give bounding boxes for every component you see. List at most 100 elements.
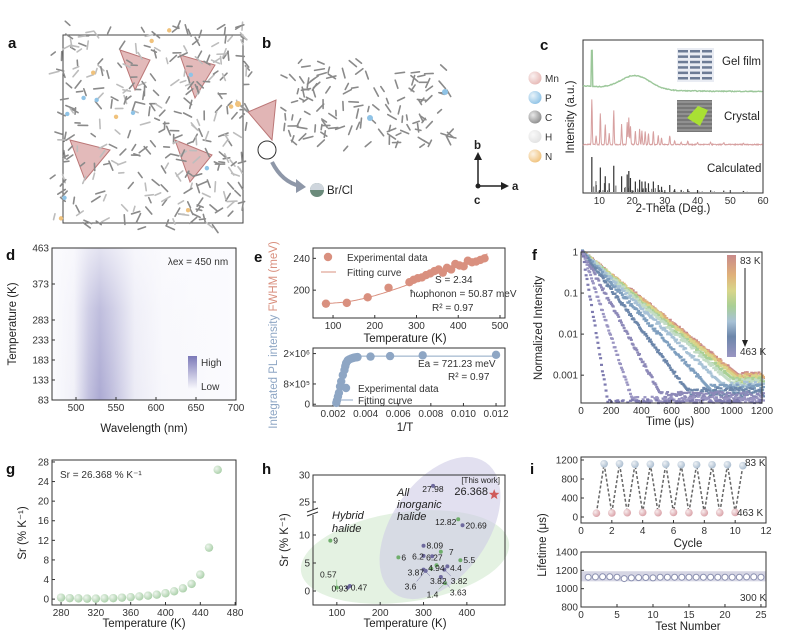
decay-point-323K <box>729 384 733 387</box>
bond <box>172 218 176 225</box>
fit-annotation: S = 2.34 <box>435 275 473 286</box>
decay-point-243K <box>714 366 718 370</box>
bond <box>165 57 169 65</box>
decay-point-403K <box>619 319 623 322</box>
bond <box>141 80 148 88</box>
mn-tetrahedron <box>69 139 111 181</box>
atom-legend-c-sphere-highlight <box>528 110 542 124</box>
literature-point <box>456 517 461 522</box>
decay-point-403K <box>651 380 655 383</box>
bond <box>192 172 203 178</box>
decay-point-463K <box>675 400 679 403</box>
decay-point-243K <box>736 385 740 388</box>
fwhm-data-point <box>363 293 372 302</box>
test-plot-frame <box>580 551 767 608</box>
crystal-axes: b a c <box>474 140 519 207</box>
bond <box>123 95 128 105</box>
decay-point-283K <box>722 381 726 385</box>
decay-point-363K <box>701 390 705 393</box>
decay-point-403K <box>641 360 645 363</box>
bond <box>118 40 126 50</box>
y-tick-label: 0.01 <box>559 330 579 341</box>
bond <box>180 149 186 158</box>
axis-c-label: c <box>474 195 481 207</box>
decay-point-163K <box>676 328 680 331</box>
decay-point-163K <box>711 356 715 360</box>
literature-value-label: 6 <box>401 552 406 562</box>
decay-point-323K <box>637 309 641 313</box>
decay-point-283K <box>708 370 712 373</box>
y-axis-label: Temperature (K) <box>7 282 19 365</box>
decay-point-243K <box>599 265 603 268</box>
decay-point-403K <box>685 391 689 395</box>
bond <box>226 35 234 43</box>
bond <box>83 219 93 225</box>
decay-point-83K <box>695 339 699 342</box>
decay-point-433K <box>698 400 702 404</box>
bond <box>394 79 399 90</box>
decay-point-463K <box>710 401 714 404</box>
decay-point-323K <box>645 319 649 322</box>
x-tick-label: 5 <box>614 610 620 621</box>
x-tick-label: 0.006 <box>386 409 411 420</box>
decay-point-363K <box>742 389 746 392</box>
bond <box>342 145 349 152</box>
decay-point-243K <box>692 346 696 350</box>
decay-point-463K <box>726 399 730 403</box>
panel-label-a: a <box>8 35 17 52</box>
gel-film-photo-inset <box>677 48 714 82</box>
decay-point-283K <box>657 322 661 325</box>
decay-point-243K <box>711 363 715 366</box>
decay-point-403K <box>601 287 605 290</box>
bond <box>237 165 243 174</box>
decay-point-403K <box>592 271 596 274</box>
axis-c-dot <box>475 183 481 189</box>
bond <box>214 104 223 113</box>
decay-point-163K <box>629 289 633 293</box>
bond <box>328 112 338 120</box>
decay-point-243K <box>664 322 668 325</box>
decay-point-463K <box>759 398 763 402</box>
bond <box>92 87 105 90</box>
decay-point-283K <box>617 287 621 290</box>
bond <box>75 210 84 217</box>
decay-point-283K <box>663 327 667 331</box>
bond <box>222 190 227 201</box>
decay-point-363K <box>697 394 701 397</box>
decay-point-463K <box>655 399 659 402</box>
decay-point-403K <box>665 392 669 395</box>
bond <box>127 181 135 190</box>
bond <box>85 30 95 34</box>
bond <box>108 160 114 172</box>
bond <box>191 39 199 46</box>
decay-point-363K <box>729 386 733 389</box>
decay-point-243K <box>705 359 709 362</box>
bond <box>423 139 431 145</box>
high-temp-lifetime-point-highlight <box>677 460 686 469</box>
y-tick-label: 373 <box>32 280 49 291</box>
test-lifetime-point <box>649 574 657 582</box>
atom-n <box>235 101 241 107</box>
decay-point-203K <box>719 369 723 372</box>
decay-point-433K <box>656 397 660 400</box>
atom <box>185 207 191 213</box>
x-tick-label: 25 <box>755 610 767 621</box>
bond <box>172 25 180 30</box>
decay-point-363K <box>661 356 665 359</box>
decay-point-323K <box>641 315 645 318</box>
bond <box>202 139 212 143</box>
y-tick-label: 800 <box>561 474 578 485</box>
decay-point-433K <box>610 337 614 340</box>
bond <box>290 99 299 104</box>
decay-point-433K <box>745 398 749 401</box>
decay-point-163K <box>699 346 703 349</box>
bond <box>149 139 157 148</box>
photo-texture <box>702 71 712 75</box>
decay-point-163K <box>742 374 746 377</box>
decay-point-363K <box>672 372 676 375</box>
decay-point-363K <box>704 389 708 392</box>
bond <box>377 128 385 137</box>
decay-point-323K <box>666 341 670 344</box>
bond <box>179 79 187 84</box>
